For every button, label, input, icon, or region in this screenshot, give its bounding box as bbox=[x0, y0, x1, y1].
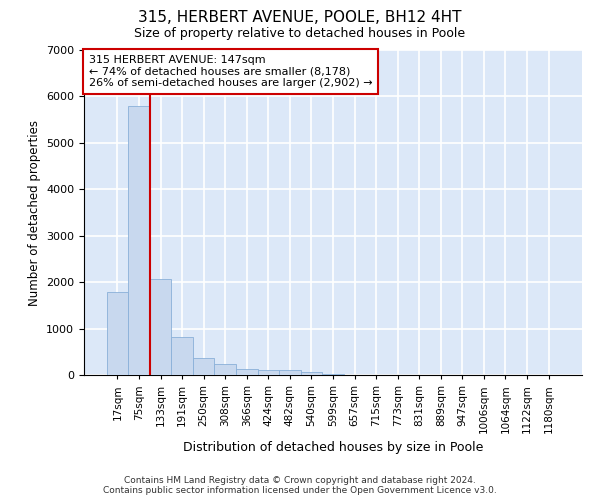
Bar bbox=[257, 370, 279, 375]
Bar bbox=[322, 374, 344, 375]
Text: 315, HERBERT AVENUE, POOLE, BH12 4HT: 315, HERBERT AVENUE, POOLE, BH12 4HT bbox=[138, 10, 462, 25]
Bar bbox=[214, 364, 236, 375]
Bar bbox=[193, 358, 214, 375]
Bar bbox=[128, 106, 150, 375]
Bar bbox=[279, 370, 301, 375]
Text: Size of property relative to detached houses in Poole: Size of property relative to detached ho… bbox=[134, 28, 466, 40]
Bar bbox=[236, 370, 257, 375]
Bar bbox=[172, 337, 193, 375]
Bar bbox=[301, 372, 322, 375]
X-axis label: Distribution of detached houses by size in Poole: Distribution of detached houses by size … bbox=[183, 441, 483, 454]
Bar bbox=[107, 292, 128, 375]
Text: Contains HM Land Registry data © Crown copyright and database right 2024.
Contai: Contains HM Land Registry data © Crown c… bbox=[103, 476, 497, 495]
Text: 315 HERBERT AVENUE: 147sqm
← 74% of detached houses are smaller (8,178)
26% of s: 315 HERBERT AVENUE: 147sqm ← 74% of deta… bbox=[89, 55, 373, 88]
Y-axis label: Number of detached properties: Number of detached properties bbox=[28, 120, 41, 306]
Bar bbox=[150, 280, 172, 375]
